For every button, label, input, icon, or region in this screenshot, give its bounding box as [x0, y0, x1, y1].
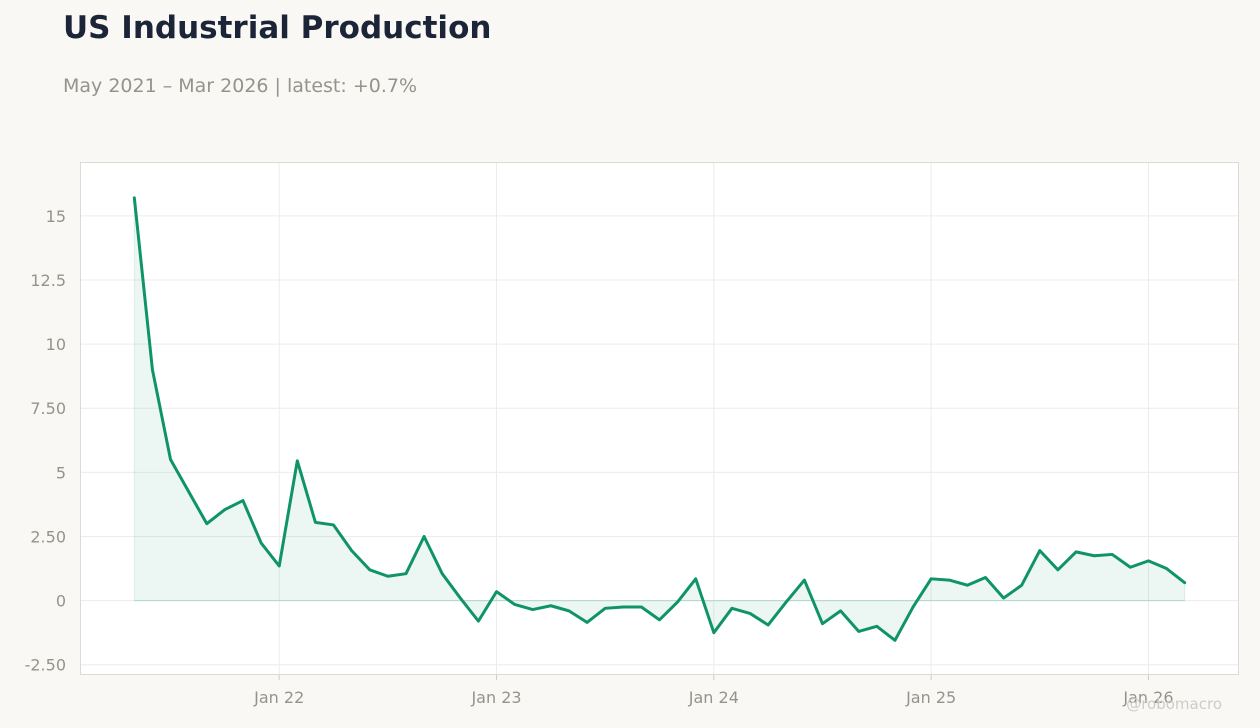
data-point — [386, 575, 390, 578]
data-point — [1056, 568, 1060, 572]
data-point — [893, 639, 897, 642]
data-point — [1183, 581, 1186, 584]
data-point — [459, 596, 462, 600]
data-point — [585, 621, 589, 624]
data-point — [676, 600, 679, 604]
data-point — [223, 508, 227, 511]
data-point — [984, 576, 987, 579]
data-point — [1165, 567, 1168, 570]
y-tick-label: -2.50 — [25, 656, 66, 675]
data-point — [857, 630, 860, 633]
data-point — [314, 521, 317, 524]
data-point — [1147, 559, 1150, 563]
data-point — [278, 564, 281, 568]
data-point — [911, 605, 915, 609]
data-point — [169, 458, 172, 461]
y-tick-label: 2.50 — [30, 527, 66, 546]
data-point — [259, 541, 263, 545]
data-point — [839, 609, 842, 613]
data-point — [821, 622, 824, 625]
data-point — [151, 368, 154, 371]
chart-title: US Industrial Production — [63, 10, 492, 46]
data-point — [785, 600, 788, 604]
x-tick-label: Jan 25 — [905, 688, 956, 707]
data-point — [296, 459, 299, 463]
x-tick-label: Jan 22 — [253, 688, 304, 707]
data-point — [133, 196, 136, 200]
data-point — [513, 603, 516, 606]
data-point — [567, 609, 571, 613]
x-tick-label: Jan 24 — [688, 688, 739, 707]
x-tick-label: Jan 23 — [470, 688, 521, 707]
data-point — [404, 572, 408, 575]
y-tick-label: 7.50 — [30, 399, 66, 418]
data-point — [1038, 549, 1041, 552]
data-point — [205, 522, 208, 525]
plot-area — [80, 162, 1239, 675]
data-points — [133, 196, 1186, 642]
data-point — [766, 623, 770, 627]
data-point — [748, 612, 752, 615]
data-point — [803, 578, 806, 582]
data-point — [658, 618, 661, 622]
data-point — [1111, 553, 1114, 556]
y-tick-label: 15 — [46, 207, 66, 226]
y-tick-label: 5 — [56, 463, 66, 482]
data-point — [603, 607, 607, 610]
data-point — [712, 631, 716, 634]
data-point — [422, 535, 426, 538]
chart-subtitle: May 2021 – Mar 2026 | latest: +0.7% — [63, 75, 418, 97]
data-point — [730, 607, 734, 610]
data-point — [187, 490, 190, 493]
x-tick-label: Jan 26 — [1122, 688, 1173, 707]
data-point — [966, 584, 969, 587]
data-point — [241, 499, 245, 502]
data-point — [332, 523, 335, 527]
y-tick-label: 0 — [56, 592, 66, 611]
plot-border — [80, 162, 1239, 675]
x-gridlines — [278, 162, 1149, 675]
data-point — [694, 577, 697, 581]
data-point — [622, 605, 625, 609]
data-point — [368, 568, 371, 572]
data-point — [549, 604, 553, 607]
data-point — [477, 619, 480, 623]
y-tick-label: 10 — [46, 335, 66, 354]
data-point — [1074, 550, 1078, 554]
x-axis-labels: Jan 22 Jan 23 Jan 24 Jan 25 Jan 26 — [253, 675, 1174, 707]
data-point — [875, 625, 879, 628]
data-point — [531, 608, 534, 611]
data-point — [350, 549, 353, 552]
y-axis-labels: -2.50 0 2.50 5 7.50 10 12.5 15 — [25, 207, 66, 675]
data-point — [1020, 584, 1023, 587]
data-point — [948, 578, 951, 582]
data-point — [1092, 554, 1096, 557]
data-point — [640, 605, 643, 609]
y-tick-label: 12.5 — [30, 271, 66, 290]
data-point — [929, 577, 933, 581]
data-point — [1129, 566, 1132, 569]
watermark: @robomacro — [1126, 695, 1222, 713]
data-point — [1002, 596, 1005, 600]
data-point — [440, 572, 444, 575]
data-point — [495, 590, 498, 593]
